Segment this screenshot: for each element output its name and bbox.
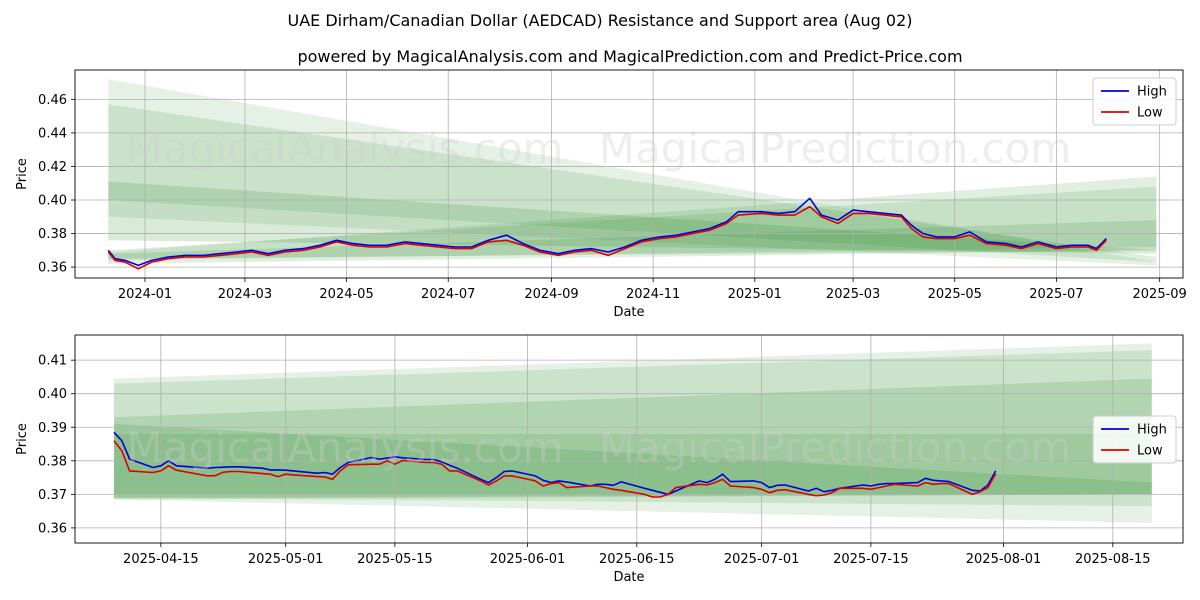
x-tick-label: 2024-11 xyxy=(626,287,680,302)
x-tick-label: 2025-07 xyxy=(1029,287,1083,302)
x-tick-label: 2024-07 xyxy=(421,287,475,302)
x-tick-label: 2024-05 xyxy=(319,287,373,302)
plot-area: MagicalAnalysis.com MagicalPrediction.com xyxy=(75,335,1183,543)
x-tick-label: 2025-06-15 xyxy=(599,552,675,567)
x-tick-label: 2025-09 xyxy=(1133,287,1187,302)
x-tick-label: 2025-08-15 xyxy=(1075,552,1151,567)
x-tick-label: 2024-09 xyxy=(524,287,578,302)
range-band-3 xyxy=(108,181,1157,254)
range-band-3 xyxy=(114,378,1152,500)
chart-subtitle: powered by MagicalAnalysis.com and Magic… xyxy=(297,47,962,66)
watermark-right: MagicalPrediction.com xyxy=(599,124,1072,173)
x-tick-label: 2024-01 xyxy=(118,287,172,302)
x-tick-label: 2025-05 xyxy=(928,287,982,302)
y-axis-label: Price xyxy=(15,158,30,190)
y-tick-label: 0.37 xyxy=(38,488,67,503)
watermark-right: MagicalPrediction.com xyxy=(599,423,1072,472)
y-tick-label: 0.40 xyxy=(38,387,67,402)
x-tick-label: 2025-04-15 xyxy=(123,552,199,567)
watermark-left: MagicalAnalysis.com xyxy=(127,423,564,472)
range-band-1 xyxy=(114,343,1152,523)
plot-panel-1: MagicalAnalysis.com MagicalPrediction.com… xyxy=(15,69,1187,320)
x-tick-label: 2025-08-01 xyxy=(966,552,1042,567)
y-tick-label: 0.38 xyxy=(38,227,67,242)
y-tick-label: 0.36 xyxy=(38,261,67,276)
x-axis-label: Date xyxy=(613,570,644,585)
legend: High Low xyxy=(1092,77,1177,126)
x-tick-label: 2025-07-15 xyxy=(833,552,909,567)
watermark-left: MagicalAnalysis.com xyxy=(127,124,564,173)
x-tick-label: 2025-05-01 xyxy=(248,552,324,567)
legend: High Low xyxy=(1092,415,1177,464)
legend-box xyxy=(1092,77,1177,126)
y-tick-label: 0.41 xyxy=(38,354,67,369)
y-tick-label: 0.42 xyxy=(38,160,67,175)
y-tick-label: 0.39 xyxy=(38,421,67,436)
x-tick-label: 2024-03 xyxy=(218,287,272,302)
x-tick-label: 2025-07-01 xyxy=(724,552,800,567)
x-tick-label: 2025-01 xyxy=(728,287,782,302)
range-band-4 xyxy=(108,176,1157,264)
legend-label-low: Low xyxy=(1137,106,1163,121)
range-band-5 xyxy=(108,186,1157,261)
plot-frame xyxy=(74,69,1184,279)
y-tick-label: 0.40 xyxy=(38,194,67,209)
plot-frame xyxy=(74,334,1184,544)
range-band-6 xyxy=(108,220,1157,259)
y-tick-label: 0.38 xyxy=(38,454,67,469)
plot-panels: MagicalAnalysis.com MagicalPrediction.com… xyxy=(15,69,1187,585)
y-tick-label: 0.46 xyxy=(38,93,67,108)
series-line-high xyxy=(113,431,997,496)
range-band-5 xyxy=(114,433,1152,495)
legend-label-low: Low xyxy=(1137,444,1163,459)
x-tick-label: 2025-06-01 xyxy=(490,552,566,567)
legend-label-high: High xyxy=(1137,423,1167,438)
x-tick-label: 2025-05-15 xyxy=(357,552,433,567)
chart-title: UAE Dirham/Canadian Dollar (AEDCAD) Resi… xyxy=(287,11,912,30)
legend-box xyxy=(1092,415,1177,464)
range-band-2 xyxy=(108,104,1157,263)
range-band-2 xyxy=(114,350,1152,507)
series-line-high xyxy=(107,197,1107,267)
plot-panel-2: MagicalAnalysis.com MagicalPrediction.com… xyxy=(15,334,1184,585)
series-line-low xyxy=(113,440,997,498)
series-line-low xyxy=(107,205,1107,270)
plot-area: MagicalAnalysis.com MagicalPrediction.com xyxy=(75,70,1183,278)
legend-label-high: High xyxy=(1137,85,1167,100)
x-axis-label: Date xyxy=(613,305,644,320)
y-tick-label: 0.36 xyxy=(38,521,67,536)
range-band-1 xyxy=(108,79,1157,266)
x-tick-label: 2025-03 xyxy=(826,287,880,302)
y-axis-label: Price xyxy=(15,423,30,455)
y-tick-label: 0.44 xyxy=(38,126,67,141)
